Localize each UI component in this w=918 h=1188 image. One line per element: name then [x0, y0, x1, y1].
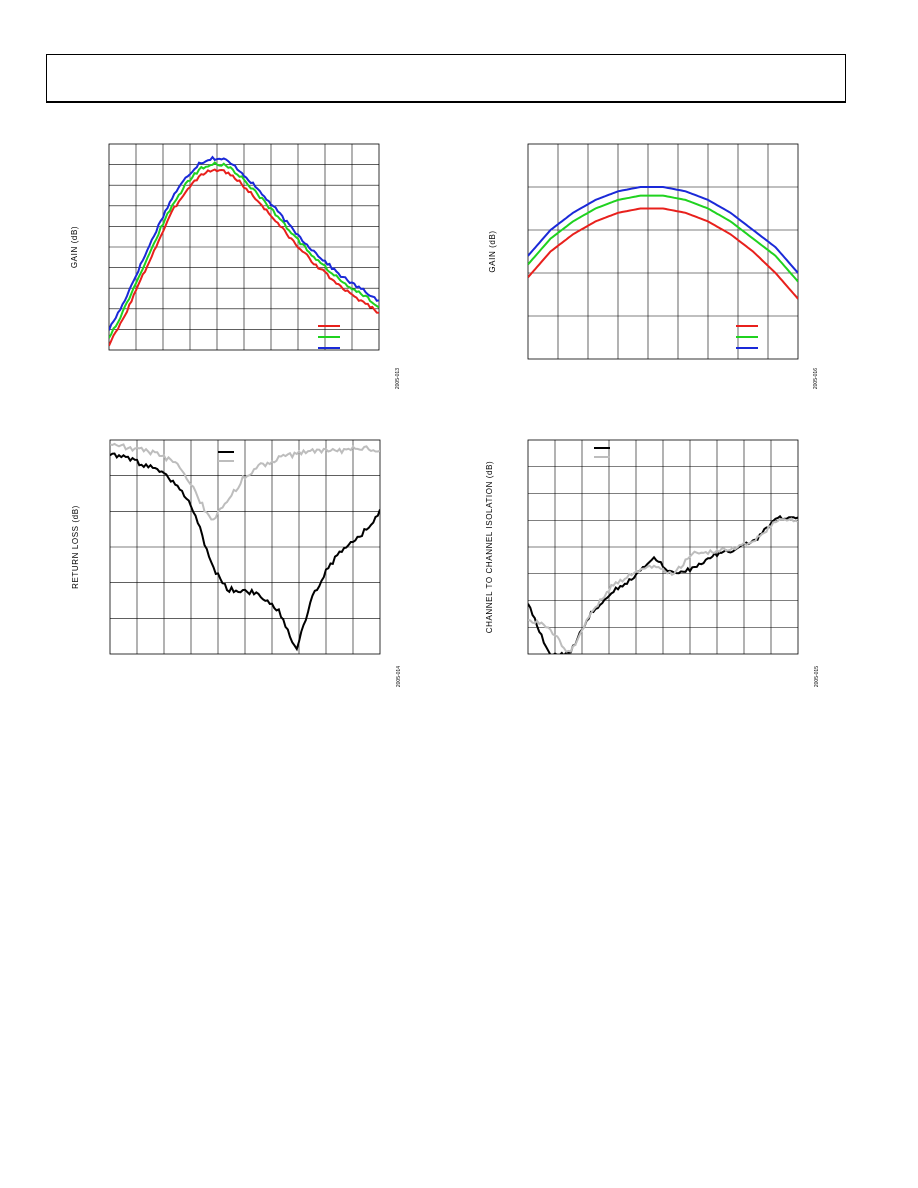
series-line — [110, 452, 380, 652]
series-line — [109, 161, 379, 339]
y-axis-label: GAIN (dB) — [70, 226, 79, 268]
y-axis-label: CHANNEL TO CHANNEL ISOLATION (dB) — [485, 461, 494, 634]
plot-frame — [109, 439, 381, 655]
plot-frame — [108, 143, 380, 351]
page-header — [46, 54, 846, 103]
gain-chart-right-plot: GAIN (dB) 2005-016 — [488, 143, 819, 389]
isolation-chart: CHANNEL TO CHANNEL ISOLATION (dB) 2005-01… — [484, 432, 820, 687]
series-line — [528, 517, 798, 653]
series-line — [528, 207, 798, 300]
series-line — [528, 186, 798, 274]
return-loss-chart: RETURN LOSS (dB) 2005-014 — [66, 432, 402, 687]
series-line — [109, 155, 379, 331]
gain-chart-left: GAIN (dB) 2005-013 — [70, 136, 401, 389]
grid — [528, 440, 798, 654]
gain-chart-right: GAIN (dB) 2005-016 — [488, 136, 819, 389]
figure-code: 2005-013 — [395, 368, 401, 389]
y-axis-label: GAIN (dB) — [488, 230, 497, 272]
gain-chart-left-plot: GAIN (dB) 2005-013 — [70, 143, 401, 389]
figure-code: 2005-016 — [813, 368, 819, 389]
series-line — [109, 168, 379, 347]
grid — [110, 440, 380, 654]
grid — [528, 144, 798, 359]
figure-code: 2005-015 — [814, 666, 820, 687]
plot-frame — [527, 439, 799, 655]
series-line — [528, 194, 798, 283]
grid — [109, 144, 379, 350]
figure-code: 2005-014 — [396, 666, 402, 687]
return-loss-chart-plot: RETURN LOSS (dB) 2005-014 — [71, 439, 402, 687]
isolation-chart-plot: CHANNEL TO CHANNEL ISOLATION (dB) 2005-01… — [485, 439, 820, 687]
plot-frame — [527, 143, 799, 360]
y-axis-label: RETURN LOSS (dB) — [71, 505, 80, 589]
series-line — [110, 442, 380, 521]
